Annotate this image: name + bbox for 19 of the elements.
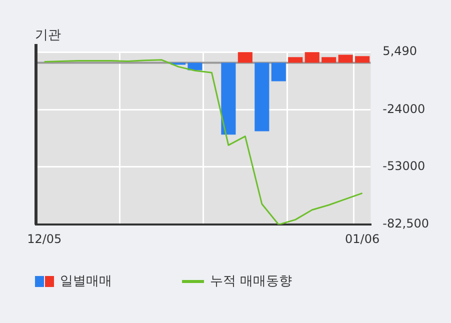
- legend-label: 일별매매: [60, 273, 112, 290]
- y-tick-label: -82,500: [382, 216, 430, 231]
- chart-title: 기관: [35, 27, 61, 44]
- y-tick-label: -24000: [382, 102, 426, 116]
- bar: [188, 62, 202, 70]
- bar: [338, 54, 353, 63]
- bar: [238, 52, 252, 63]
- bar: [288, 57, 303, 63]
- bar: [271, 62, 286, 82]
- bar: [254, 62, 270, 132]
- y-tick-label: 5,490: [382, 44, 418, 58]
- x-tick-label: 01/06: [345, 232, 380, 246]
- x-tick-label: 12/05: [27, 232, 62, 246]
- y-tick-label: -53000: [382, 158, 426, 173]
- bar: [322, 57, 336, 63]
- bar: [221, 62, 236, 135]
- legend-label: 누적 매매동향: [210, 273, 292, 290]
- bar: [304, 52, 320, 63]
- bar: [355, 56, 370, 63]
